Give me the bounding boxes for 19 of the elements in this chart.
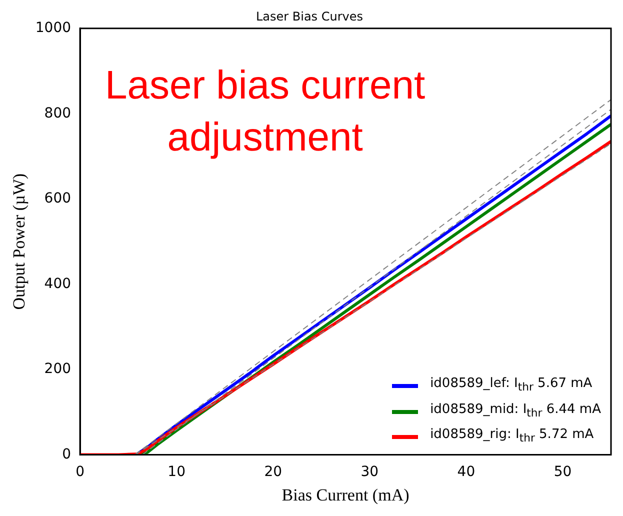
legend-label: id08589_mid: I$_{thr}$ 6.44 mA <box>430 400 601 422</box>
y-axis-title: Output Power (µW) <box>10 173 29 310</box>
y-tick-label: 1000 <box>35 20 72 36</box>
y-tick-label: 600 <box>44 190 72 207</box>
x-tick-label: 10 <box>168 464 186 480</box>
y-tick-label: 0 <box>62 446 72 462</box>
legend-label: id08589_lef: I$_{thr}$ 5.67 mA <box>430 375 592 396</box>
x-tick-label: 0 <box>76 464 84 480</box>
x-axis-title: Bias Current (mA) <box>282 485 410 504</box>
x-tick-label: 30 <box>360 464 379 480</box>
legend-label: id08589_rig: I$_{thr}$ 5.72 mA <box>430 426 594 447</box>
y-tick-label: 200 <box>44 361 72 378</box>
y-tick-label: 400 <box>44 276 72 292</box>
chart-title: Laser Bias Curves <box>256 9 364 24</box>
y-tick-label: 800 <box>44 105 72 122</box>
x-tick-label: 50 <box>554 464 572 480</box>
x-tick-label: 20 <box>264 464 282 480</box>
x-tick-label: 40 <box>457 464 476 480</box>
annotation: Laser bias current adjustment <box>104 63 426 160</box>
